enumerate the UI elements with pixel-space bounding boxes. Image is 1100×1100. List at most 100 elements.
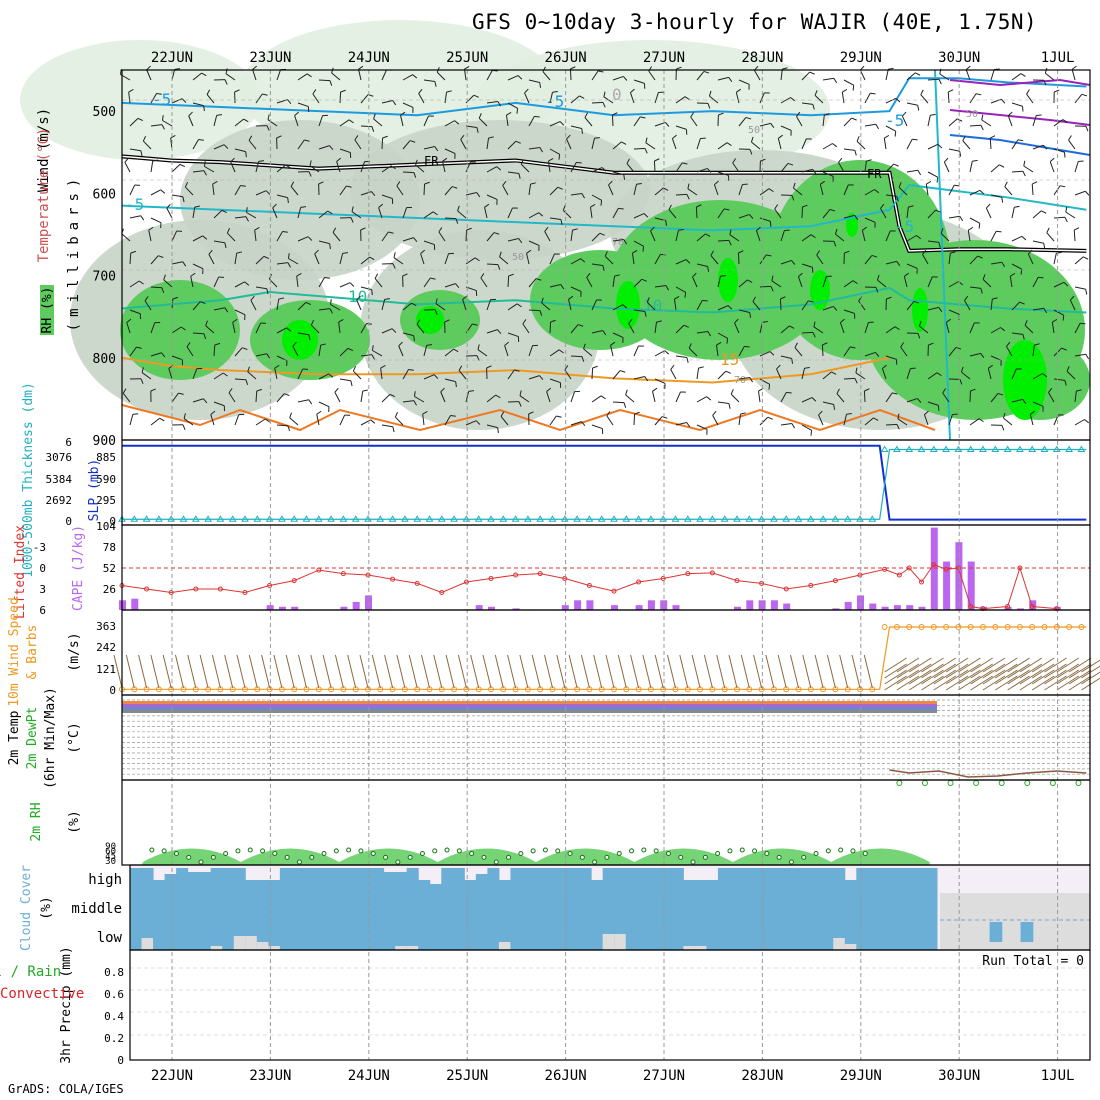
wind-barb [822, 171, 834, 182]
rh2m-marker [493, 859, 499, 865]
wind-barb [171, 326, 186, 334]
wind-barb [780, 229, 790, 242]
wind-barb [520, 159, 530, 173]
cloud-high-bar [660, 868, 673, 893]
wind-barb-10m [187, 654, 197, 689]
wind-barb [381, 100, 397, 106]
wind-barb [612, 274, 620, 288]
wind-barb [129, 378, 144, 384]
date-label-bottom: 30JUN [938, 1068, 980, 1084]
wind-marker [980, 624, 986, 630]
wind-barb [502, 180, 509, 196]
wind-barb [843, 377, 858, 384]
wind-barb [339, 347, 354, 357]
thickness-marker [634, 515, 643, 522]
wind-barb [122, 388, 131, 403]
wind-barb [186, 342, 194, 357]
wind-barb [360, 125, 375, 132]
wind-barb [297, 102, 310, 112]
isotherm-post-2 [949, 109, 1091, 126]
cloud-high-bar [187, 872, 200, 893]
cloud-low-gap [406, 946, 419, 950]
wind-barb [371, 345, 383, 357]
li-marker [513, 572, 519, 578]
wind-barb [318, 145, 334, 151]
wind-barb [423, 344, 433, 357]
wind-barb [969, 124, 984, 131]
wind-barb [584, 112, 593, 127]
wind-barb [738, 213, 754, 219]
cloud-mid-low-bar [752, 893, 765, 950]
wind-barb [480, 273, 488, 288]
slp-tick: 885 [96, 451, 116, 464]
wind-barb [570, 355, 585, 362]
li-marker [943, 566, 949, 572]
wind-barb [402, 302, 417, 311]
wind-barb [528, 146, 544, 153]
wind-barb [792, 182, 803, 196]
wind-marker [943, 624, 950, 630]
cloud-mid-low-bar [314, 893, 327, 950]
wind-barb [927, 113, 936, 127]
cloud-mid-low-bar [706, 893, 719, 950]
cloud-mid-low-bar [130, 893, 143, 950]
thickness-marker [388, 515, 397, 522]
wind-barb [444, 252, 454, 265]
thickness-marker [819, 515, 827, 522]
wind-barb [486, 136, 494, 150]
wind-barb [444, 348, 459, 357]
li-marker [562, 576, 568, 581]
wind-barb-10m [945, 669, 969, 685]
wind-barb [712, 410, 719, 426]
cloud-high-bar [464, 880, 477, 893]
cloud-mid-low-bar [533, 893, 546, 950]
ylabel-temp-units: (°C) [67, 722, 82, 753]
wind-barb [990, 392, 1004, 403]
wind-barb [864, 321, 874, 334]
wind-barb [654, 320, 662, 334]
wind-barb [213, 342, 221, 357]
thickness-marker [708, 515, 717, 522]
wind-barb [801, 263, 814, 273]
cloud-high-bar [164, 874, 177, 893]
wind-barb [822, 143, 838, 150]
wind-barb [507, 140, 521, 150]
cape-tick: 78 [103, 541, 116, 554]
wind-barb [885, 194, 899, 202]
wind-barb [360, 389, 369, 403]
wind-barb [947, 89, 954, 104]
wind-barb [940, 228, 950, 242]
thickness-marker [770, 515, 778, 522]
contour-label: -5 [885, 111, 904, 130]
wind-barb [801, 168, 817, 174]
wind-barb-10m [334, 654, 344, 689]
wind-barb [738, 183, 748, 196]
slp-tick: 0 [109, 515, 116, 528]
wind-barb [318, 401, 330, 413]
wind-barb [675, 228, 684, 242]
li-marker [783, 586, 789, 592]
wind-barb [843, 148, 857, 156]
wind-barb [528, 240, 540, 251]
wind-barb [528, 278, 542, 288]
li-marker [340, 571, 346, 577]
wind-barb-10m [945, 663, 969, 679]
thickness-marker [536, 515, 545, 522]
cloud-high-bar [798, 868, 811, 893]
wind-barb [708, 90, 719, 104]
wind-barb [297, 206, 307, 219]
wind-barb [962, 135, 971, 150]
wind-barb [717, 208, 730, 219]
cloud-low-gap [233, 936, 246, 950]
wind-barb [612, 171, 626, 180]
wind-barb-10m [982, 669, 1006, 685]
thickness-marker [265, 515, 274, 522]
wind-marker [1029, 624, 1036, 630]
thickness-marker [253, 515, 262, 522]
dewpt-marker [973, 780, 980, 786]
cape-bar [512, 608, 520, 610]
rh-bright-6 [912, 288, 928, 332]
li-marker [414, 580, 420, 586]
